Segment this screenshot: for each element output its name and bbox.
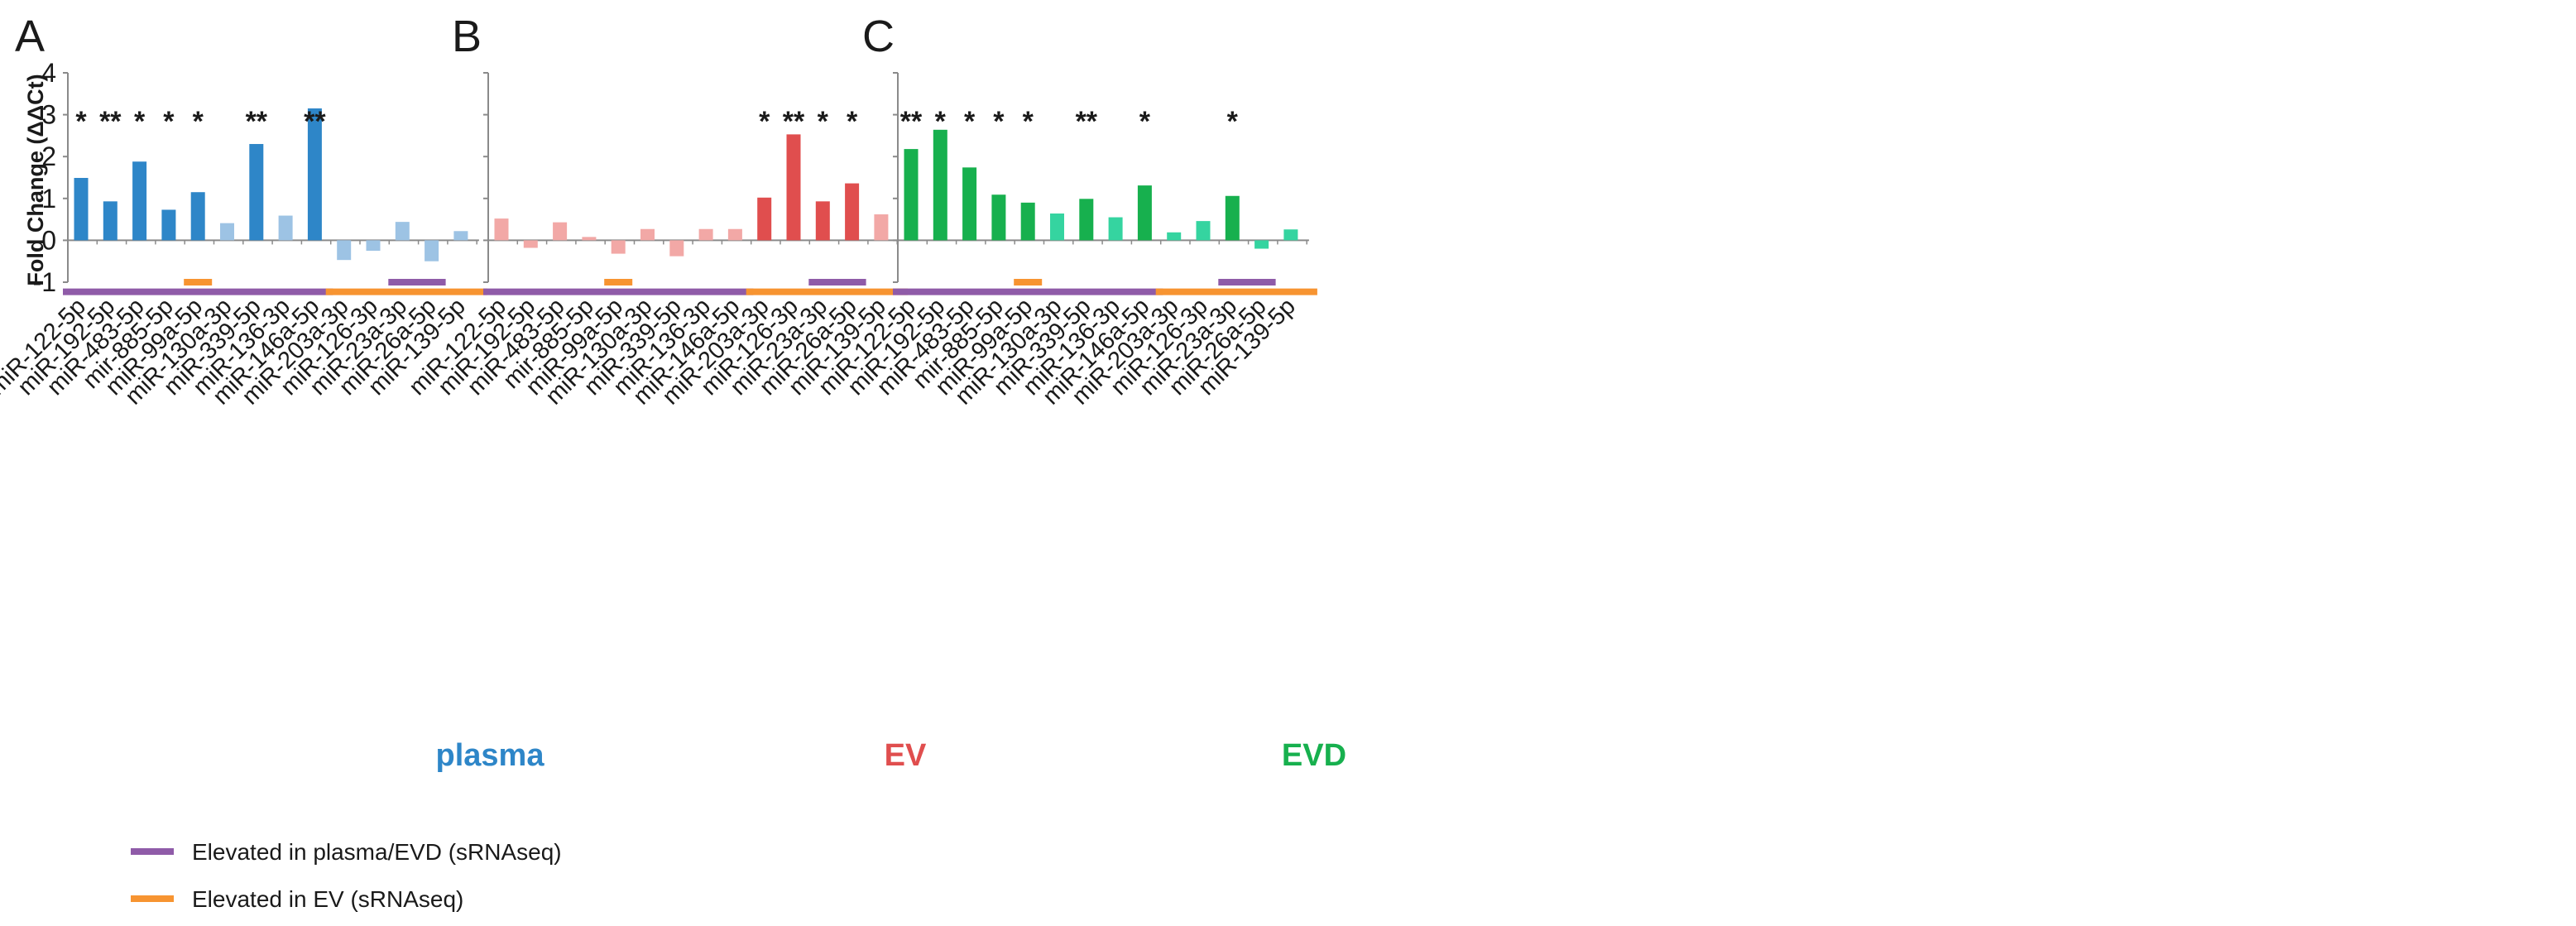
panel-letter-evd: C: [862, 12, 895, 61]
y-axis-title: Fold Change (ΔΔCt): [23, 74, 48, 285]
significance-star-ev: *: [759, 106, 770, 137]
bar-plasma-mir-339-5p: [249, 144, 264, 241]
significance-star-ev: *: [818, 106, 829, 137]
bar-evd-mir-23a-3p: [1225, 195, 1240, 241]
sample-label-ev: EV: [885, 738, 927, 773]
bar-ev-mir-192-5p: [523, 240, 538, 248]
bar-ev-mir-126-3p: [786, 134, 801, 241]
bar-plasma-mir-146a-5p: [307, 108, 322, 241]
legend-label-0: Elevated in plasma/EVD (sRNAseq): [192, 839, 562, 865]
significance-star-ev: *: [847, 106, 858, 137]
bar-ev-mir-130a-3p: [640, 228, 655, 241]
legend-label-1: Elevated in EV (sRNAseq): [192, 886, 463, 912]
axes-layer: Fold Change (ΔΔCt)A-101234miR-122-5pmiR-…: [0, 12, 1346, 773]
bar-plasma-mir-192-5p: [103, 201, 118, 241]
bar-evd-mir-99a-5p: [1020, 202, 1035, 241]
bar-evd-mir-126-3p: [1196, 221, 1211, 241]
bar-evd-mir-483-5p: [962, 167, 977, 241]
bar-ev-mir-139-5p: [874, 214, 889, 241]
significance-star-plasma: *: [193, 106, 204, 137]
bar-ev-mir-885-5p: [582, 237, 597, 241]
bar-plasma-mir-203a-3p: [337, 240, 352, 261]
bar-ev-mir-99a-5p: [611, 240, 626, 254]
y-tick-label: 1: [41, 184, 56, 214]
significance-star-plasma: *: [75, 106, 87, 137]
bar-ev-mir-203a-3p: [757, 197, 772, 241]
bar-evd-mir-203a-3p: [1167, 232, 1182, 241]
bar-plasma-mir-483-5p: [132, 161, 147, 241]
significance-star-evd: *: [1227, 106, 1239, 137]
panel-letter-plasma: A: [15, 12, 45, 61]
legend: Elevated in plasma/EVD (sRNAseq) Elevated…: [131, 839, 562, 912]
bar-plasma-mir-885-5p: [161, 209, 176, 241]
significance-star-evd: **: [900, 106, 923, 137]
panel-letter-ev: B: [452, 12, 482, 61]
bar-ev-mir-23a-3p: [815, 201, 830, 241]
bar-ev-mir-339-5p: [669, 240, 684, 257]
significance-star-evd: *: [935, 106, 947, 137]
significance-star-evd: *: [993, 106, 1005, 137]
significance-star-ev: **: [783, 106, 805, 137]
bar-evd-mir-122-5p: [904, 149, 919, 241]
significance-star-plasma: *: [163, 106, 175, 137]
significance-star-plasma: **: [99, 106, 122, 137]
bar-evd-mir-26a-5p: [1254, 240, 1269, 249]
y-tick-label: 3: [41, 100, 56, 130]
y-tick-label: 2: [41, 142, 56, 171]
bar-evd-mir-339-5p: [1079, 199, 1094, 241]
bar-plasma-mir-99a-5p: [190, 192, 205, 241]
bar-evd-mir-139-5p: [1283, 229, 1298, 241]
marks-layer: * ** * * * ** ** * ** * * ** * * * * ** * *: [63, 106, 1317, 295]
bar-evd-mir-146a-5p: [1137, 185, 1152, 241]
bar-ev-mir-483-5p: [553, 222, 568, 241]
bar-plasma-mir-139-5p: [453, 231, 468, 241]
bar-ev-mir-122-5p: [494, 218, 509, 241]
bar-evd-mir-130a-3p: [1050, 214, 1064, 241]
y-tick-label: 4: [41, 58, 56, 88]
bar-plasma-mir-126-3p: [366, 240, 381, 252]
bar-plasma-mir-122-5p: [74, 178, 89, 241]
bar-ev-mir-26a-5p: [845, 183, 860, 241]
significance-star-evd: *: [964, 106, 976, 137]
significance-star-evd: *: [1023, 106, 1034, 137]
bar-evd-mir-885-5p: [991, 194, 1006, 241]
sample-label-plasma: plasma: [436, 738, 545, 773]
significance-star-plasma: *: [134, 106, 146, 137]
significance-star-plasma: **: [246, 106, 268, 137]
significance-star-evd: **: [1076, 106, 1098, 137]
bar-plasma-mir-130a-3p: [220, 223, 234, 241]
bar-plasma-mir-136-3p: [278, 215, 293, 241]
sample-label-evd: EVD: [1282, 738, 1346, 773]
bar-plasma-mir-23a-3p: [395, 222, 410, 241]
bar-ev-mir-136-3p: [698, 228, 713, 241]
bar-evd-mir-136-3p: [1108, 217, 1123, 241]
bar-ev-mir-146a-5p: [727, 228, 742, 241]
significance-star-plasma: **: [304, 106, 326, 137]
bar-plasma-mir-26a-5p: [425, 240, 439, 261]
y-tick-label: 0: [41, 225, 56, 255]
significance-star-evd: *: [1139, 106, 1151, 137]
y-tick-label: -1: [33, 267, 56, 297]
bar-evd-mir-192-5p: [933, 129, 947, 241]
